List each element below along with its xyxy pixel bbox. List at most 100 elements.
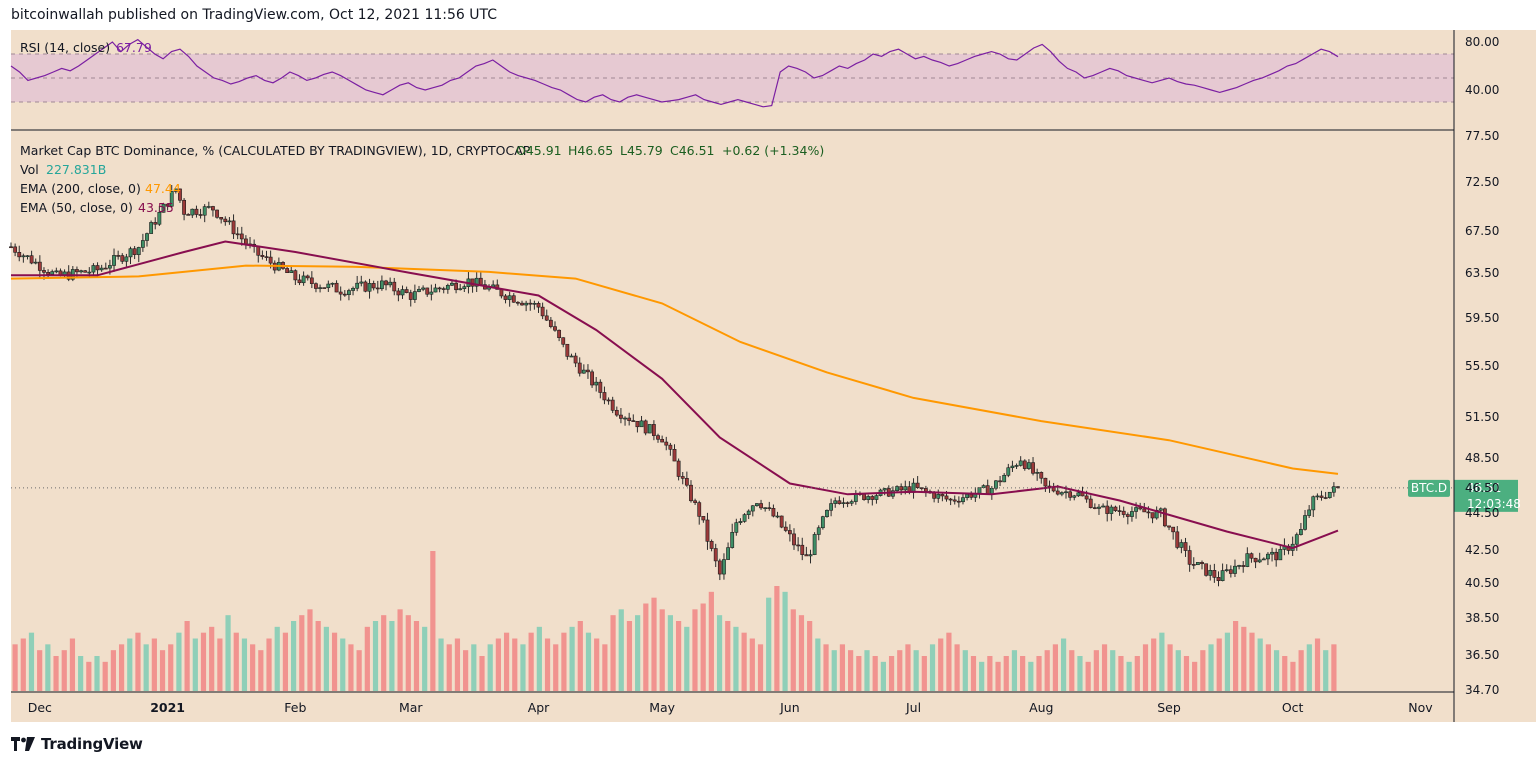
volume-bar (78, 656, 84, 691)
price-candle (656, 433, 660, 443)
volume-bar (110, 650, 116, 691)
volume-bar (364, 626, 370, 691)
volume-bar (635, 615, 641, 691)
price-candle (577, 357, 582, 377)
volume-bar (1052, 644, 1058, 691)
volume-bar (831, 650, 837, 691)
price-candle (103, 262, 108, 270)
price-candle (553, 321, 557, 332)
volume-bar (45, 644, 51, 691)
price-candle (511, 293, 516, 303)
price-candle (820, 515, 825, 530)
price-candle (647, 424, 652, 434)
time-x-label: Dec (28, 700, 52, 715)
volume-bar (684, 626, 690, 691)
volume-bar (946, 632, 952, 691)
volume-bar (1028, 661, 1034, 691)
volume-bar (585, 632, 592, 691)
ohlc-h: H46.65 (568, 143, 613, 158)
price-candle (1035, 468, 1040, 481)
price-candle (1179, 539, 1184, 554)
price-candle (359, 275, 364, 287)
price-candle (347, 288, 351, 301)
price-candle (742, 513, 747, 523)
volume-bar (995, 661, 1001, 691)
price-candle (689, 480, 693, 503)
price-y-tick: 34.70 (1465, 683, 1499, 697)
time-x-label: Jun (779, 700, 800, 715)
volume-bar (1093, 650, 1099, 691)
price-candle (264, 250, 269, 261)
price-candle (524, 300, 529, 312)
price-candle (1059, 491, 1064, 497)
price-candle (598, 379, 603, 399)
price-candle (561, 337, 566, 348)
volume-bar (856, 656, 862, 691)
price-candle (631, 414, 636, 423)
price-candle (1027, 459, 1031, 470)
volume-bar (757, 644, 764, 691)
volume-bar (807, 621, 813, 691)
last-price-tag: 46.51 (1467, 481, 1501, 495)
price-candle (145, 232, 149, 247)
time-x-label: Oct (1282, 700, 1304, 715)
price-candle (1031, 457, 1035, 476)
volume-bar (905, 644, 911, 691)
time-x-label: Nov (1408, 700, 1433, 715)
time-x-label: 2021 (150, 700, 185, 715)
rsi-y-tick: 40.00 (1465, 83, 1499, 97)
volume-bar (536, 626, 542, 691)
price-candle (1327, 491, 1332, 499)
chart-background (11, 30, 1536, 722)
volume-bar (495, 638, 501, 691)
price-candle (676, 458, 681, 481)
volume-bar (1216, 638, 1222, 691)
price-candle (1175, 526, 1180, 550)
price-candle (730, 523, 735, 549)
ema200-line (10, 264, 1339, 475)
price-candle (602, 386, 607, 405)
price-candle (33, 258, 38, 265)
volume-bar (217, 638, 223, 691)
price-candle (445, 283, 450, 294)
price-candle (1117, 505, 1122, 516)
price-candle (775, 511, 780, 519)
volume-bar (471, 644, 477, 691)
price-candle (940, 493, 945, 502)
tradingview-logo-icon (11, 737, 35, 751)
price-candle (1204, 563, 1209, 577)
volume-bar (880, 661, 886, 691)
tradingview-brand: TradingView (41, 735, 143, 753)
price-candle (808, 549, 813, 564)
volume-bar (53, 656, 59, 691)
volume-bar (184, 621, 190, 691)
volume-bar (323, 626, 329, 691)
price-candle (755, 503, 759, 507)
tradingview-logo[interactable]: TradingView (11, 733, 143, 755)
price-candle (190, 208, 195, 219)
price-candle (198, 208, 203, 219)
price-candle (157, 205, 162, 226)
price-candle (470, 278, 475, 293)
volume-bar (987, 656, 993, 691)
price-candle (726, 542, 730, 560)
price-candle (1261, 557, 1266, 561)
price-candle (734, 518, 739, 536)
price-candle (202, 204, 207, 223)
price-candle (1072, 494, 1077, 501)
price-candle (635, 420, 640, 433)
price-candle (289, 266, 294, 273)
price-candle (961, 492, 965, 505)
price-candle (548, 317, 553, 329)
volume-bar (274, 626, 280, 691)
price-candle (404, 286, 409, 294)
price-candle (211, 205, 215, 217)
price-candle (532, 300, 537, 310)
price-candle (573, 352, 578, 368)
legend: Market Cap BTC Dominance, % (CALCULATED … (20, 143, 824, 215)
price-candle (1233, 559, 1237, 577)
volume-bar (381, 615, 387, 691)
price-candle (1171, 526, 1176, 540)
price-candle (474, 271, 479, 293)
